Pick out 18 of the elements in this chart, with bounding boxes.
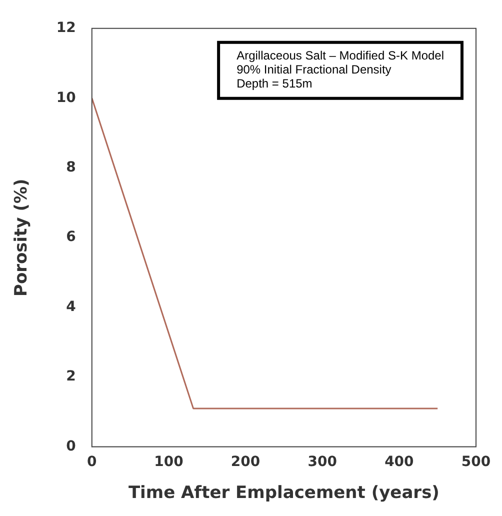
x-axis-title: Time After Emplacement (years) <box>128 483 440 504</box>
y-tick-label: 8 <box>66 160 76 176</box>
annotation: Depth = 515m <box>236 76 312 91</box>
x-tick-label: 200 <box>230 454 260 470</box>
y-tick-label: 10 <box>56 90 76 106</box>
x-tick-label: 300 <box>308 454 338 470</box>
x-tick-label: 100 <box>154 454 184 470</box>
y-tick-label: 6 <box>66 229 76 246</box>
y-tick-label: 2 <box>66 368 76 385</box>
y-tick-label: 0 <box>66 438 76 454</box>
x-tick-label: 500 <box>461 454 491 470</box>
annotation: 90% Initial Fractional Density <box>236 62 392 77</box>
x-tick-label: 0 <box>87 454 98 470</box>
y-axis-title: Porosity (%) <box>12 178 32 297</box>
y-tick-label: 4 <box>66 298 76 315</box>
y-tick-label: 12 <box>56 20 76 36</box>
annotation: Argillaceous Salt – Modified S-K Model <box>236 48 444 63</box>
x-tick-label: 400 <box>384 454 414 470</box>
